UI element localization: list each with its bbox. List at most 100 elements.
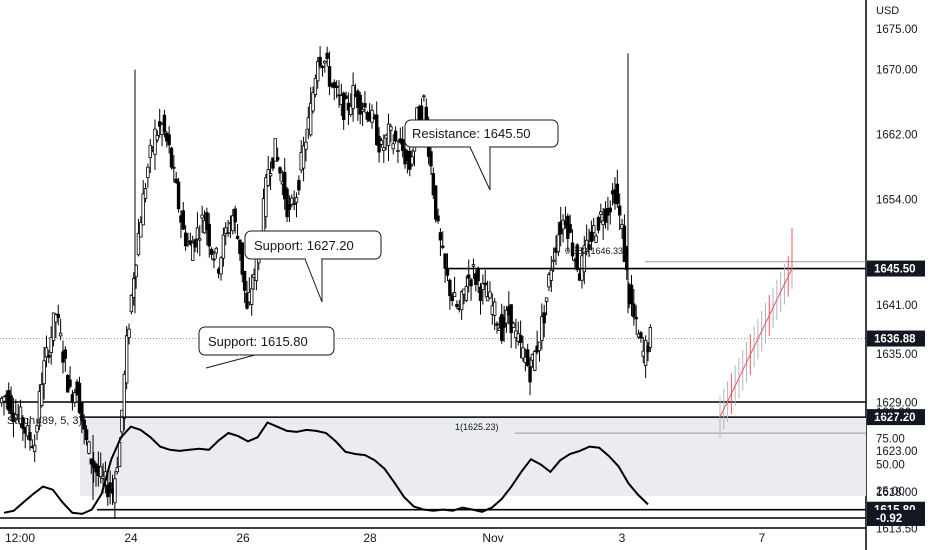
candle-body [172,166,176,169]
candle-body [188,240,193,245]
price-tick-label: 1613.50 [876,523,918,535]
candle-body [471,264,476,267]
candle-body [615,183,620,205]
candle-body [341,92,346,120]
candle-body [219,257,223,275]
candle-body [58,332,63,337]
stoch-tick-label: 25.00 [876,486,905,498]
candle-body [495,323,499,326]
candle-body [603,208,608,223]
candle-body [379,140,384,145]
candle-body [21,417,25,429]
candle-body [28,432,32,441]
price-tick-label: 1662.00 [876,130,918,142]
time-tick-label: 12:00 [5,531,35,545]
candle-body [271,157,275,169]
candle-body [549,269,553,281]
candle-body [410,156,414,165]
candle-body [589,231,594,242]
candle-body [537,341,542,352]
candle-body [643,339,648,366]
price-axis-ticks: 1675.00 1670.00 1662.00 1654.00 1641.00 1635.… [876,24,918,535]
candle-body [349,105,353,116]
price-tick-label: 1670.00 [876,65,918,77]
candle-body [443,253,447,269]
candle-body [596,216,601,231]
candle-body [599,211,603,216]
price-tick-label: 1629.00 [876,398,918,410]
candle-body [174,178,178,183]
candle-body [275,157,280,161]
candle-body [25,425,30,437]
candle-body [441,245,445,248]
candle-body [360,108,365,112]
candle-body [278,167,282,174]
candle-body [452,292,457,298]
candle-body [464,286,469,301]
candle-body [308,102,313,136]
candle-body [386,123,391,146]
candle-body [634,316,638,320]
candle-body [113,478,117,504]
stoch-axis-ticks: 100.00 75.00 50.00 25.00 [876,407,911,498]
candle-body [205,212,209,231]
candle-body [49,337,53,354]
stoch-tick-label: 50.00 [876,460,905,472]
candle-body [400,139,405,152]
price-badge-bg [867,409,925,426]
candle-body [629,284,634,305]
resistance-callout[interactable]: Resistance: 1645.50 [404,119,559,191]
candle-body [334,85,339,89]
candle-body [436,215,440,222]
candle-body [80,402,84,422]
candle-body [146,166,150,179]
candle-body [290,197,294,205]
stoch-tick-label: 75.00 [876,433,905,445]
candle-body [391,143,395,150]
candle-body [283,171,287,200]
candle-body [35,425,39,433]
candle-body [575,244,579,271]
candle-body [143,188,148,200]
candle-body [438,232,443,241]
candle-body [594,235,598,243]
candle-body [450,295,454,302]
stoch-last-badge: -0.92 [867,509,925,526]
candle-body [214,247,219,254]
candle-body [518,335,523,343]
candle-body [525,349,530,366]
resistance-callout-text: Resistance: 1645.50 [412,126,531,141]
candle-body [568,223,572,233]
horizontal-levels-layer [80,261,866,511]
time-axis-ticks: 12:00 24 26 28 Nov 3 7 [5,531,766,545]
candle-body [419,105,424,120]
candle-body [224,227,228,234]
candle-body [212,258,216,261]
support-callout-upper-text: Support: 1627.20 [254,238,354,253]
time-tick-label: Nov [482,531,503,545]
stoch-line [3,421,649,515]
candle-body [358,94,362,115]
support-callout-upper[interactable]: Support: 1627.20 [244,230,382,303]
candle-body [608,207,612,213]
price-tick-label: 1641.00 [876,300,918,312]
candle-body [533,351,537,371]
candle-body [370,109,374,123]
candle-body [433,185,438,220]
candle-body [476,268,480,282]
candle-body [73,392,77,403]
candle-body [47,354,51,358]
candle-body [240,242,244,275]
support-callout-lower[interactable]: Support: 1615.80 [198,326,335,369]
candle-body [193,239,197,248]
price-badge-label: 1645.50 [874,264,916,276]
candle-body [485,296,490,302]
candle-body [504,309,509,324]
candle-body [304,141,308,150]
candle-body [84,429,89,441]
stoch-badge-label: -0.92 [876,513,902,525]
candle-body [469,279,473,287]
candle-body [467,274,471,279]
candle-body [56,313,60,319]
